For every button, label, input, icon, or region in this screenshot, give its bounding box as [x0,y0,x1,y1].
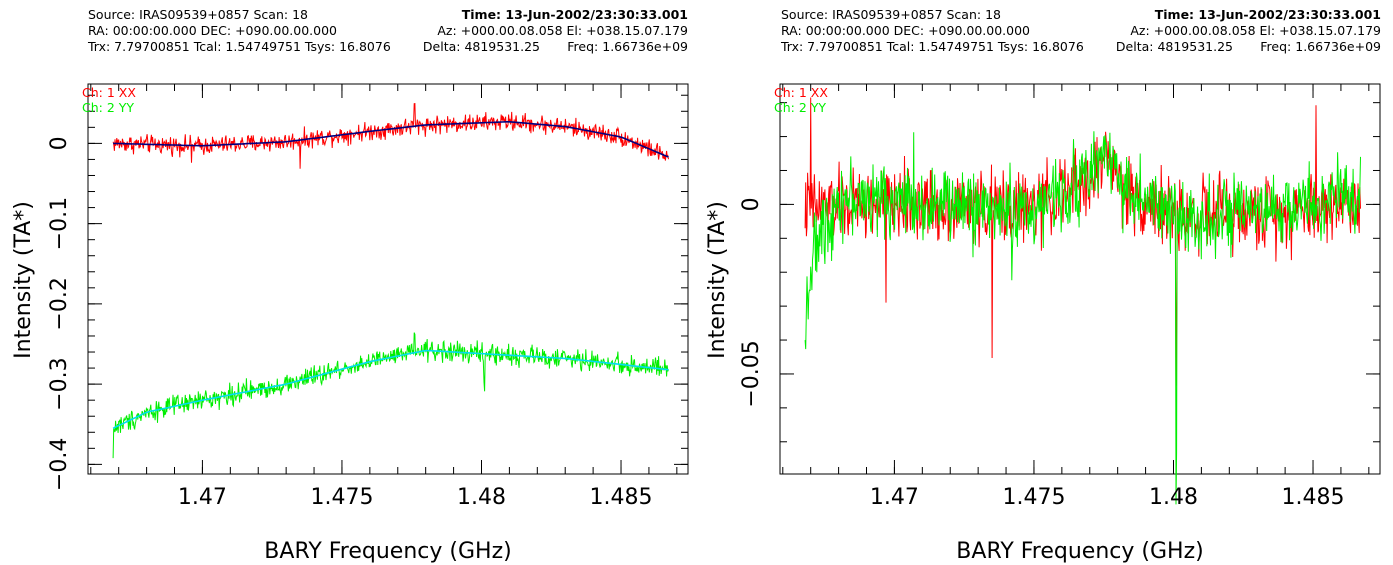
panel-2-radec: RA: 00:00:00.000 DEC: +090.00.00.000 [781,23,1030,38]
y-tick-label: −0.1 [47,197,72,250]
panel-2-delta: Delta: 4819531.25 [1116,39,1233,54]
panel-1-legend-xx: Ch: 1 XX [82,85,136,100]
panel-1-legend-yy: Ch: 2 YY [82,100,134,115]
panel-1-ylabel: Intensity (TA*) [11,201,36,359]
panel-2-legend-xx: Ch: 1 XX [774,85,828,100]
y-tick-label: −0.2 [47,277,72,330]
y-tick-label: −0.4 [47,438,72,491]
panel-2-header: Source: IRAS09539+0857 Scan: 18 Time: 13… [780,7,1381,54]
x-tick-label: 1.48 [457,485,506,510]
panel-1-trx: Trx: 7.79700851 Tcal: 1.54749751 Tsys: 1… [87,39,391,54]
panel-1-time: Time: 13-Jun-2002/23:30:33.001 [462,7,688,22]
panel-1-frame [87,83,689,475]
y-tick-label: 0 [47,136,72,150]
series-ch-1-xx-line [804,97,1361,386]
x-tick-label: 1.485 [590,485,653,510]
panel-2-ylabel: Intensity (TA*) [705,201,730,359]
x-tick-label: 1.47 [178,485,227,510]
x-tick-label: 1.485 [1282,485,1345,510]
x-tick-label: 1.475 [310,485,373,510]
y-tick-label: −0.05 [739,340,764,407]
series-fit-2-line [113,120,669,158]
panel-1-source: Source: IRAS09539+0857 Scan: 18 [88,7,308,22]
panel-2-xlabel: BARY Frequency (GHz) [956,539,1203,564]
panel-2-source: Source: IRAS09539+0857 Scan: 18 [781,7,1001,22]
panel-2-freq: Freq: 1.66736e+09 [1260,39,1381,54]
panel-2-time: Time: 13-Jun-2002/23:30:33.001 [1155,7,1381,22]
series-ch-2-yy-line [804,131,1361,505]
y-tick-label: 0 [739,197,764,211]
panel-2-trx: Trx: 7.79700851 Tcal: 1.54749751 Tsys: 1… [780,39,1084,54]
series-ch-1-xx-line [112,103,669,169]
x-tick-label: 1.48 [1149,485,1198,510]
panel-1-chart: 1.47 1.475 1.48 1.485 0 −0.1 −0.2 −0.3 −0.4 Ch: … [11,83,689,564]
panel-1-radec: RA: 00:00:00.000 DEC: +090.00.00.000 [88,23,337,38]
panel-1-delta: Delta: 4819531.25 [423,39,540,54]
series-ch-2-yy-line [112,332,669,459]
x-tick-label: 1.47 [870,485,919,510]
x-tick-label: 1.475 [1002,485,1065,510]
panel-1-freq: Freq: 1.66736e+09 [567,39,688,54]
panel-2-frame [779,83,1381,475]
panel-1-header: Source: IRAS09539+0857 Scan: 18 Time: 13… [87,7,688,54]
series-fit-3-line [112,349,669,430]
panel-2-chart: 1.47 1.475 1.48 1.485 0 −0.05 Ch: 1 XX Ch: 2 … [705,83,1381,564]
panel-2-azel: Az: +000.00.08.058 El: +038.15.07.179 [1130,23,1381,38]
y-tick-label: −0.3 [47,357,72,410]
panel-2-legend-yy: Ch: 2 YY [774,100,826,115]
panel-1-xlabel: BARY Frequency (GHz) [264,539,511,564]
panel-1-azel: Az: +000.00.08.058 El: +038.15.07.179 [437,23,688,38]
